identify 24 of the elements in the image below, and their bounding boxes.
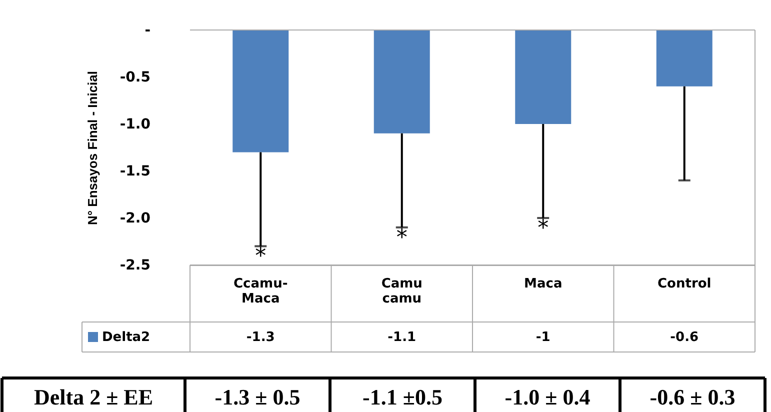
x-tick-label: Camu camu	[381, 276, 422, 306]
text: -1.0 ± 0.4	[504, 384, 590, 410]
data-label: -1.1	[388, 330, 416, 345]
text: Delta 2 ± EE	[34, 384, 154, 410]
y-tick-label: -2.0	[120, 210, 151, 226]
annotation: *	[538, 216, 549, 241]
text: -0.6 ± 0.3	[650, 384, 736, 410]
data-label: -0.6	[670, 330, 699, 345]
y-axis-title: N° Ensayos Final - Inicial	[84, 70, 100, 226]
text: -1.3 ± 0.5	[214, 384, 300, 410]
data-label: -1	[536, 330, 550, 345]
text: -1.1 ±0.5	[362, 384, 442, 410]
legend-label: Delta2	[102, 330, 150, 345]
x-tick-label: Ccamu-Maca	[234, 276, 288, 306]
data-label: -1.3	[246, 330, 275, 345]
annotation: *	[255, 244, 266, 270]
x-tick-label: Maca	[524, 276, 562, 292]
y-tick-label: -	[144, 22, 151, 38]
x-tick-label: Control	[658, 276, 712, 292]
y-tick-label: -0.5	[120, 70, 150, 86]
y-tick-label: -2.5	[120, 258, 150, 274]
y-tick-label: -1.5	[120, 164, 150, 180]
annotation: *	[396, 225, 408, 250]
y-tick-label: -1.0	[120, 116, 151, 132]
